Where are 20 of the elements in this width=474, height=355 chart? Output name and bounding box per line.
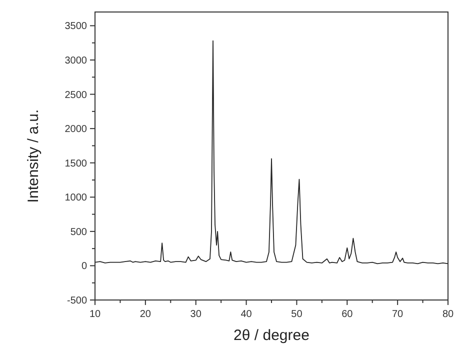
y-tick-label: 2000	[64, 124, 88, 136]
y-tick-label: 3000	[64, 56, 88, 66]
y-tick-label: 0	[81, 261, 88, 272]
y-tick-label: 3500	[64, 21, 88, 32]
x-tick-label: 30	[190, 309, 202, 320]
line-series	[94, 40, 448, 264]
x-tick-label: 50	[291, 309, 303, 320]
y-axis-title: Intensity / a.u.	[25, 109, 42, 203]
y-tick-label: 1500	[64, 158, 88, 170]
y-tick-label: 500	[70, 226, 88, 238]
x-tick-label: 60	[342, 309, 354, 320]
y-tick-label: 1000	[64, 192, 88, 204]
x-tick-label: 20	[140, 309, 152, 320]
y-tick-label: 2500	[64, 90, 88, 101]
x-tick-label: 80	[442, 309, 454, 320]
x-tick-label: 10	[89, 309, 101, 320]
x-axis-title: 2θ / degree	[234, 327, 310, 344]
y-tick-label: -500	[66, 296, 88, 306]
x-tick-label: 40	[240, 309, 252, 320]
x-tick-label: 70	[392, 309, 404, 320]
